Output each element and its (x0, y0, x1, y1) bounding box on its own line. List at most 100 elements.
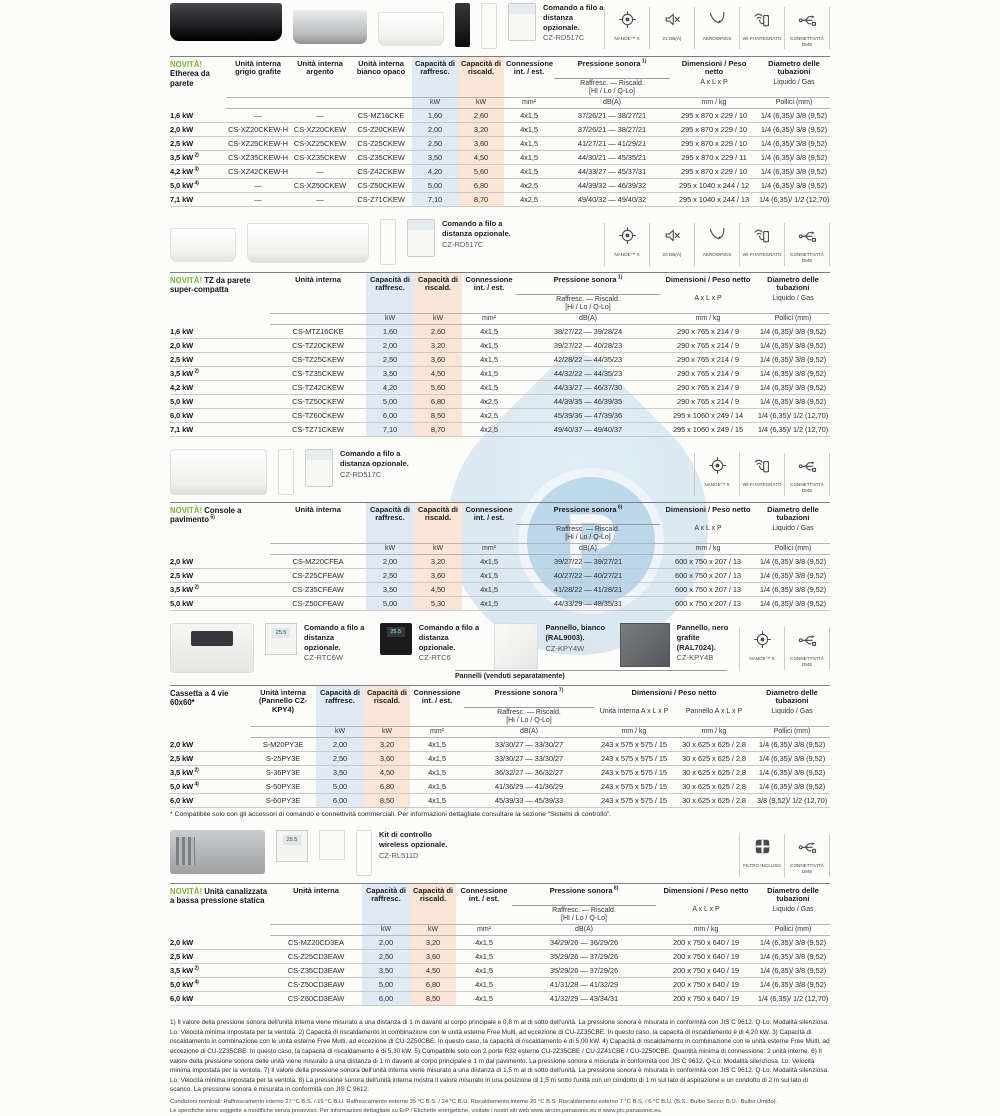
cell: 41/31/28 — 41/32/29 (512, 977, 656, 993)
section-cassetta: 25.5 Comando a filo a distanza opzionale.… (170, 623, 831, 818)
cell: 295 x 870 x 229 / 10 (670, 108, 758, 124)
cell: 200 x 750 x 640 / 19 (656, 977, 756, 993)
row-sup: 3) (193, 166, 199, 173)
row-label: 3,5 kW 2) (170, 963, 270, 979)
cell: 4x1,5 (456, 949, 512, 965)
column-unit: dB(A) (554, 96, 670, 110)
column-unit: Pollici (mm) (758, 96, 830, 110)
table-row: 2,0 kW CS-TZ20CKEW 2,00 3,20 4x1,5 39/27/22 —… (170, 338, 830, 354)
feature-icons: nanoe™ X 20 dB(A) AEROWINGS WI-FI INTEGRATO… (604, 223, 830, 266)
note-title: Comando a filo a distanza opzionale. (543, 3, 604, 32)
row-label: 6,0 kW (170, 991, 270, 1007)
column-unit: kW (412, 96, 458, 110)
dms-icon (798, 226, 817, 250)
cell: 39/27/22 — 39/27/21 (516, 554, 660, 570)
cell: 4x1,5 (504, 150, 554, 166)
cell: 2,50 (366, 352, 414, 368)
media-item (481, 3, 497, 49)
column-header: Diametro delle tubazioni (756, 883, 830, 906)
column-unit: mm² (504, 96, 554, 110)
column-header: Connessione int. / est. (410, 685, 464, 727)
note-model: CZ-RTC6W (304, 653, 344, 663)
table-title: NOVITÀ! TZ da parete super-compatta (170, 272, 270, 325)
cell: 6,80 (410, 977, 456, 993)
cell: CS-XZ50CKEW (290, 178, 350, 194)
spec-sections: Comando a filo a distanza opzionale. CZ-R… (170, 3, 831, 1007)
dms-icon (798, 837, 817, 861)
cell: 4x1,5 (504, 136, 554, 152)
cell: 3,50 (366, 366, 414, 382)
table-row: 6,0 kW CS-TZ60CKEW 6,00 8,50 4x2,5 45/39/36 —… (170, 408, 830, 424)
cell: CS-XZ20CKEW (290, 122, 350, 138)
column-subheader: A x L x P (694, 525, 722, 533)
remote-screen: 25.5 (386, 627, 405, 638)
feature-nanoe-x: nanoe™ X (695, 453, 739, 495)
product-images: Comando a filo a distanza opzionale. CZ-R… (170, 219, 522, 266)
media-item: Pannello, bianco (RAL9003). CZ-KPY4W (494, 623, 608, 670)
cell: 4x1,5 (504, 108, 554, 124)
column-unit: dB(A) (516, 542, 660, 556)
column-unit: Pollici (mm) (754, 725, 831, 739)
cell: 4x2,5 (504, 192, 554, 208)
cell: 7,10 (366, 422, 414, 438)
rtc-white-image: 25.5 (265, 623, 297, 656)
cell: 44/30/21 — 45/35/21 (554, 150, 670, 166)
cell: 3,60 (410, 949, 456, 965)
media-row: 25.5 Comando a filo a distanza opzionale.… (170, 623, 830, 674)
footnote-text: 1) Il valore della pressione sonora dell… (170, 1019, 830, 1094)
note-title: Comando a filo a distanza opzionale. (418, 623, 480, 652)
column-unit: mm² (456, 923, 512, 937)
cell: CS-Z35CD3EAW (270, 963, 362, 979)
cell: CS-TZ71CKEW (270, 422, 366, 438)
aerowings-icon (708, 10, 727, 34)
table-row: 3,5 kW 2) CS-Z35CD3EAW 3,50 4,50 4x1,5 35/29/… (170, 963, 830, 979)
filter-icon (753, 837, 772, 861)
cell: 3,20 (458, 122, 504, 138)
cell: 200 x 750 x 640 / 19 (656, 963, 756, 979)
column-header: Connessione int. / est. (456, 883, 512, 925)
feature-dms: CONNETTIVITÀ DMS (784, 627, 829, 670)
note-model: CZ-RD517C (442, 239, 484, 249)
cell: 600 x 750 x 207 / 13 (660, 568, 756, 584)
column-unit: mm / kg (660, 542, 756, 556)
media-item (170, 623, 254, 674)
cell: 295 x 870 x 229 / 10 (670, 122, 758, 138)
column-subheader: Unità interna A x L x P (599, 708, 669, 716)
media-row: 25.5 Kit di controllo wireless opzionale.… (170, 830, 830, 880)
cell: 3,20 (414, 554, 462, 570)
note-model: CZ-RD517C (340, 469, 382, 479)
column-header: Pressione sonora 1) (516, 272, 660, 295)
cell: 1/4 (6,35)/ 3/8 (9,52) (754, 737, 831, 753)
column-header: Capacità di raffresc. (366, 272, 414, 314)
cell: 44/33/27 — 45/37/31 (554, 164, 670, 180)
cell: 295 x 870 x 229 / 10 (670, 136, 758, 152)
cell: 45/39/36 — 47/39/36 (516, 408, 660, 424)
cell: 33/30/27 — 33/30/27 (464, 751, 594, 767)
media-item (170, 3, 282, 41)
column-unit: kW (316, 725, 364, 739)
wifi-icon (753, 456, 772, 480)
cell: 4x2,5 (462, 408, 516, 424)
column-unit: kW (458, 96, 504, 110)
media-note: Comando a filo a distanza opzionale. CZ-R… (543, 3, 604, 43)
cell: 30 x 625 x 625 / 2,8 (674, 751, 755, 767)
cell: 4x1,5 (462, 596, 516, 612)
cell: 2,00 (366, 554, 414, 570)
media-note: Comando a filo a distanza opzionale. CZ-R… (340, 449, 420, 479)
media-item (170, 219, 236, 263)
cell: 6,80 (414, 394, 462, 410)
feature-label: CONNETTIVITÀ DMS (790, 36, 824, 47)
column-subheader: Raffresc. — Riscald. [HI / Lo / Q-Lo] (512, 904, 656, 925)
table-row: 5,0 kW 4) — CS-XZ50CKEW CS-Z50CKEW 5,00 6,80 4… (170, 178, 830, 194)
media-item (293, 3, 367, 44)
cell: 4x1,5 (456, 935, 512, 951)
novita-label: NOVITÀ! (170, 886, 205, 896)
cell: 295 x 1060 x 249 / 15 (660, 422, 756, 438)
note-model: CZ-RL511D (379, 850, 419, 860)
cell: 1/4 (6,35)/ 3/8 (9,52) (754, 751, 831, 767)
column-subheader: A x L x P (694, 295, 722, 303)
column-header: Connessione int. / est. (462, 272, 516, 314)
media-note: Comando a filo a distanza opzionale. CZ-R… (442, 219, 522, 249)
cell: 6,00 (362, 991, 410, 1007)
column-header: Unità interna argento (290, 56, 350, 98)
